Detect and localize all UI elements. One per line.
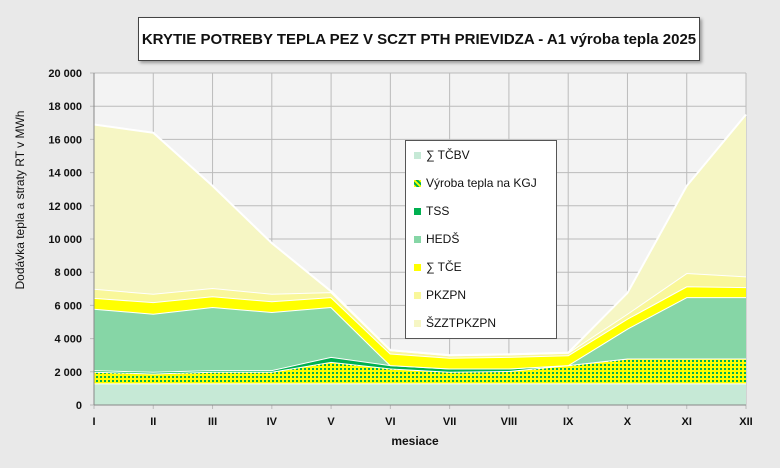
legend-marker bbox=[414, 291, 421, 299]
legend-item: Výroba tepla na KGJ bbox=[414, 176, 537, 190]
y-tick-label: 14 000 bbox=[48, 168, 82, 180]
y-tick-label: 2 000 bbox=[54, 367, 82, 379]
area-t-e bbox=[94, 286, 746, 369]
y-axis-label: Dodávka tepla a straty RT v MWh bbox=[13, 110, 27, 290]
legend-label: TSS bbox=[426, 204, 450, 218]
x-tick-label: III bbox=[208, 416, 217, 428]
x-tick-label: X bbox=[624, 416, 632, 428]
x-tick-label: VIII bbox=[501, 416, 518, 428]
legend-label: ŠZZTPKZPN bbox=[426, 316, 497, 330]
x-tick-label: II bbox=[150, 416, 156, 428]
legend-label: Výroba tepla na KGJ bbox=[426, 176, 537, 190]
y-tick-label: 12 000 bbox=[48, 201, 82, 213]
y-tick-label: 8 000 bbox=[54, 267, 82, 279]
legend-item: PKZPN bbox=[414, 288, 466, 302]
y-tick-label: 10 000 bbox=[48, 234, 82, 246]
legend-label: ∑ TČBV bbox=[426, 148, 470, 162]
area-t-bv bbox=[94, 383, 746, 405]
legend-item: ∑ TČE bbox=[414, 260, 462, 274]
x-tick-label: XII bbox=[739, 416, 752, 428]
legend-item: HEDŠ bbox=[414, 232, 459, 246]
x-tick-label: VII bbox=[443, 416, 456, 428]
legend-marker bbox=[414, 235, 421, 243]
legend: ∑ TČBV Výroba tepla na KGJ TSS HEDŠ ∑ TČ… bbox=[405, 140, 557, 339]
area-hed bbox=[94, 297, 746, 372]
legend-marker bbox=[414, 179, 421, 187]
legend-label: HEDŠ bbox=[426, 232, 460, 246]
x-tick-label: VI bbox=[385, 416, 395, 428]
x-tick-label: I bbox=[92, 416, 95, 428]
y-tick-label: 4 000 bbox=[54, 334, 82, 346]
x-tick-label: IX bbox=[563, 416, 574, 428]
legend-item: ŠZZTPKZPN bbox=[414, 316, 496, 330]
legend-marker bbox=[414, 151, 421, 159]
y-tick-label: 18 000 bbox=[48, 101, 82, 113]
legend-marker bbox=[414, 207, 421, 215]
y-tick-label: 16 000 bbox=[48, 134, 82, 146]
y-tick-label: 20 000 bbox=[48, 68, 82, 80]
legend-item: ∑ TČBV bbox=[414, 148, 470, 162]
y-tick-label: 6 000 bbox=[54, 300, 82, 312]
legend-label: PKZPN bbox=[426, 288, 467, 302]
x-tick-label: IV bbox=[267, 416, 278, 428]
chart-title: KRYTIE POTREBY TEPLA PEZ V SCZT PTH PRIE… bbox=[138, 17, 700, 61]
legend-item: TSS bbox=[414, 204, 449, 218]
series-top-line bbox=[93, 113, 747, 357]
legend-marker bbox=[414, 319, 421, 327]
x-tick-label: XI bbox=[682, 416, 692, 428]
x-tick-label: V bbox=[327, 416, 335, 428]
legend-marker bbox=[414, 263, 421, 271]
legend-label: ∑ TČE bbox=[426, 260, 462, 274]
x-axis-label: mesiace bbox=[391, 434, 439, 448]
y-tick-label: 0 bbox=[76, 400, 82, 412]
area-pkzpn bbox=[94, 273, 746, 358]
